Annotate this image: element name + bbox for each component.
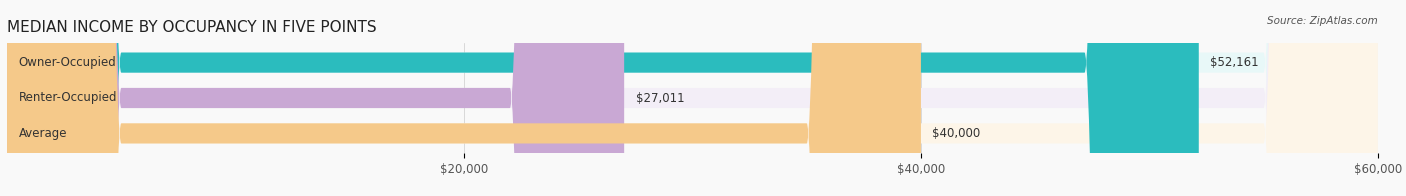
Text: Average: Average <box>18 127 67 140</box>
FancyBboxPatch shape <box>7 0 1378 196</box>
FancyBboxPatch shape <box>7 0 921 196</box>
FancyBboxPatch shape <box>7 0 1199 196</box>
Text: MEDIAN INCOME BY OCCUPANCY IN FIVE POINTS: MEDIAN INCOME BY OCCUPANCY IN FIVE POINT… <box>7 20 377 35</box>
FancyBboxPatch shape <box>7 0 1378 196</box>
Text: Owner-Occupied: Owner-Occupied <box>18 56 117 69</box>
FancyBboxPatch shape <box>7 0 624 196</box>
Text: $40,000: $40,000 <box>932 127 980 140</box>
Text: Renter-Occupied: Renter-Occupied <box>18 92 117 104</box>
FancyBboxPatch shape <box>7 0 1378 196</box>
Text: Source: ZipAtlas.com: Source: ZipAtlas.com <box>1267 16 1378 26</box>
Text: $52,161: $52,161 <box>1211 56 1258 69</box>
Text: $27,011: $27,011 <box>636 92 685 104</box>
